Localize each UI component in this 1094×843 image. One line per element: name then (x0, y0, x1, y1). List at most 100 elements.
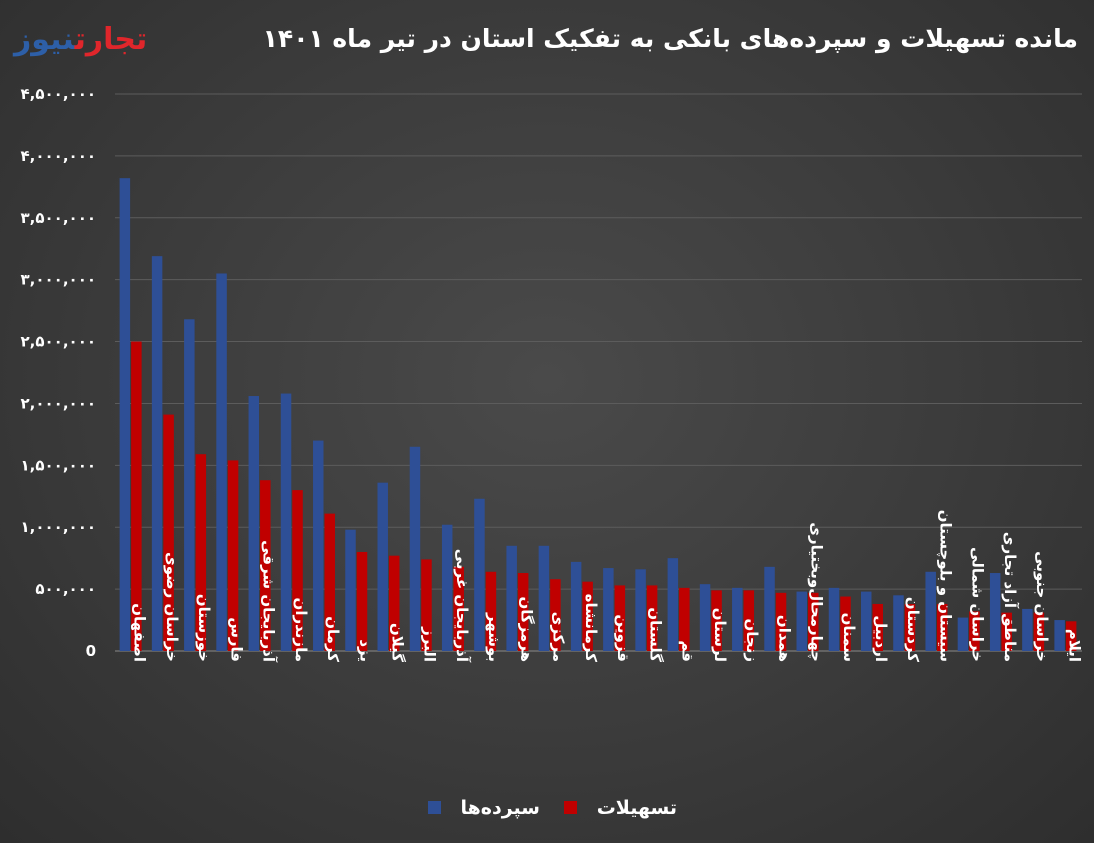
bar-loans (711, 590, 722, 651)
x-tick-label: هرمزگان (517, 596, 535, 662)
bar-loans (453, 566, 464, 651)
bar-deposits (506, 545, 517, 651)
x-tick-label: چهارمحال‌وبختیاری (807, 522, 826, 662)
chart-title: مانده تسهیلات و سپرده‌های بانکی به تفکیک… (262, 24, 1078, 53)
y-tick-label: 0 (86, 642, 96, 660)
bar-deposits (441, 524, 453, 651)
gridlines (115, 93, 1082, 652)
bar-deposits (248, 396, 260, 651)
bar-loans (808, 592, 819, 651)
bar-deposits (313, 440, 324, 651)
bar-loans (743, 590, 755, 651)
bar-deposits (764, 566, 775, 651)
x-tick-label: خراسان جنوبی (1033, 551, 1051, 662)
bar-loans (485, 571, 497, 651)
y-tick-label: ۳,۰۰۰,۰۰۰ (21, 271, 96, 289)
bar-loans (1033, 612, 1045, 651)
legend: سپرده‌ها تسهیلات (428, 797, 677, 819)
bar-loans (614, 585, 626, 651)
bar-loans (679, 587, 690, 651)
bar-deposits (377, 482, 388, 651)
legend-deposits-swatch (428, 801, 441, 814)
bar-deposits (667, 558, 679, 651)
bar-deposits (538, 545, 550, 651)
y-tick-label: ۴,۵۰۰,۰۰۰ (21, 85, 96, 103)
x-tick-label: لرستان (711, 608, 729, 662)
x-tick-label: خراسان شمالی (969, 547, 987, 662)
x-tick-label: قم (679, 640, 697, 662)
x-tick-label: بوشهر (485, 612, 503, 662)
x-tick-label: کرمانشاه (582, 594, 600, 663)
bar-loans (356, 551, 368, 651)
bar-loans (1001, 612, 1012, 651)
x-tick-label: آذربایجان غربی (453, 549, 471, 663)
x-tick-label: آذربایجان شرقی (260, 540, 278, 663)
legend-loans-swatch (564, 801, 577, 814)
bar-deposits (732, 587, 743, 651)
bar-loans (227, 460, 239, 651)
x-tick-label: زنجان (743, 618, 761, 662)
bar-deposits (796, 591, 808, 651)
y-tick-label: ۳,۵۰۰,۰۰۰ (21, 209, 96, 227)
x-tick-label: ایلام (1065, 629, 1083, 662)
bar-loans (324, 513, 336, 651)
x-tick-label: سمنان (840, 613, 858, 662)
bar-deposits (1054, 620, 1065, 651)
bar-loans (388, 555, 400, 651)
bar-deposits (989, 573, 1001, 651)
x-tick-label: گلستان (646, 607, 664, 662)
x-tick-label: یزد (356, 639, 374, 662)
bar-deposits (570, 561, 582, 651)
bar-loans (1065, 621, 1077, 651)
x-tick-label: البرز (421, 626, 439, 662)
x-tick-label: کردستان (904, 597, 922, 662)
bar-loans (582, 581, 593, 651)
bars (119, 178, 1077, 651)
y-tick-label: ۱,۵۰۰,۰۰۰ (21, 456, 96, 474)
x-tick-label: اصفهان (131, 603, 149, 662)
y-tick-label: ۲,۰۰۰,۰۰۰ (21, 394, 96, 412)
bar-deposits (603, 568, 614, 651)
bar-deposits (699, 584, 711, 651)
bar-deposits (345, 529, 356, 651)
bar-loans (131, 341, 142, 651)
y-tick-label: ۵۰۰,۰۰۰ (35, 580, 96, 598)
x-tick-label: سیستان و بلوچستان (935, 510, 954, 662)
bar-deposits (635, 569, 646, 651)
bar-loans (840, 596, 851, 651)
bar-deposits (957, 617, 969, 651)
bar-deposits (893, 595, 904, 651)
legend-deposits-label: سپرده‌ها (460, 797, 540, 819)
logo-word-2: نیوز (14, 22, 76, 57)
bar-deposits (119, 178, 131, 651)
y-axis: 0 ۵۰۰,۰۰۰ ۱,۰۰۰,۰۰۰ ۱,۵۰۰,۰۰۰ ۲,۰۰۰,۰۰۰ ۲,۵۰۰… (21, 85, 96, 660)
legend-loans-label: تسهیلات (597, 797, 677, 819)
bar-loans (646, 585, 658, 651)
bar-loans (260, 480, 271, 651)
y-tick-label: ۲,۵۰۰,۰۰۰ (21, 333, 96, 351)
bar-loans (550, 579, 561, 651)
x-tick-label: مناطق آزاد تجاری (1001, 532, 1019, 662)
x-tick-label: مرکزی (550, 612, 568, 662)
y-tick-label: ۱,۰۰۰,۰۰۰ (21, 518, 96, 536)
bar-deposits (860, 591, 872, 651)
bar-deposits (474, 498, 485, 651)
bar-loans (904, 603, 916, 651)
x-tick-label: همدان (775, 615, 793, 662)
x-axis: اصفهان خراسان رضوی خوزستان فارس آذربایجان شر… (131, 510, 1084, 663)
bar-deposits (216, 273, 227, 651)
bar-deposits (280, 393, 292, 651)
x-tick-label: فارس (227, 617, 245, 662)
bar-deposits (151, 256, 163, 651)
bar-loans (969, 611, 980, 651)
bar-deposits (925, 571, 936, 651)
x-tick-label: خوزستان (195, 594, 213, 662)
bar-loans (292, 490, 303, 651)
y-tick-label: ۴,۰۰۰,۰۰۰ (21, 147, 96, 165)
x-tick-label: قزوین (614, 614, 632, 662)
bar-loans (163, 414, 174, 651)
brand-logo: تجارتنیوز (14, 22, 148, 57)
bar-deposits (828, 587, 840, 651)
bar-deposits (1022, 608, 1033, 651)
